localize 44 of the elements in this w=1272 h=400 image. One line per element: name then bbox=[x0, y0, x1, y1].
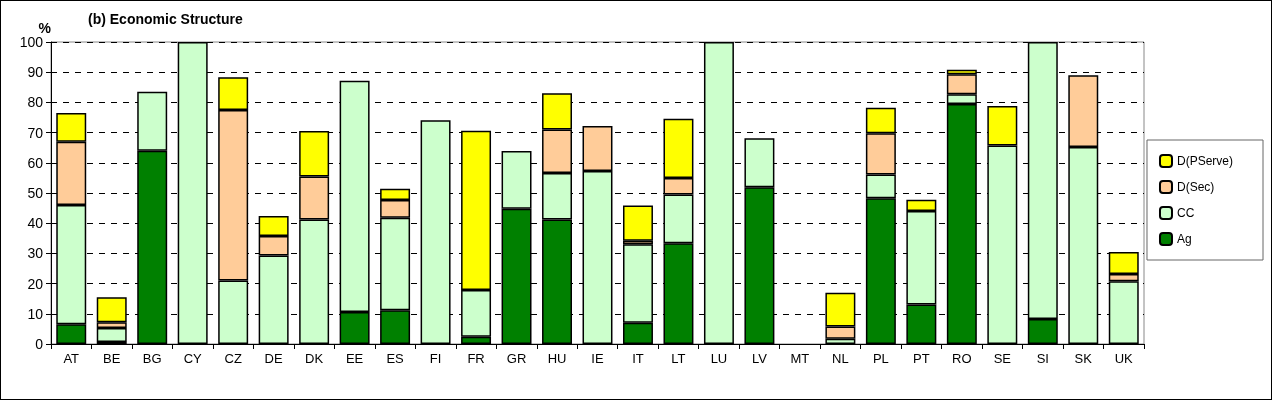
x-tick-label: SK bbox=[1074, 351, 1093, 366]
x-tick-label: FI bbox=[429, 351, 442, 366]
x-tick-label: NL bbox=[832, 351, 849, 366]
x-tick-label: LU bbox=[710, 351, 728, 366]
x-tick-label: ES bbox=[386, 351, 405, 366]
x-tick-label: BG bbox=[142, 351, 162, 366]
x-tick-label: IE bbox=[591, 351, 604, 366]
y-tick-label: 60 bbox=[27, 154, 44, 171]
x-tick-label: RO bbox=[952, 351, 972, 366]
x-tick-label: LT bbox=[671, 351, 686, 366]
x-tick-label: CY bbox=[183, 351, 203, 366]
y-tick-label: 0 bbox=[35, 336, 44, 352]
x-tick-label: IT bbox=[632, 351, 644, 366]
y-tick-label: 30 bbox=[27, 245, 44, 262]
x-tick-label: CZ bbox=[224, 351, 242, 366]
x-tick-label: PL bbox=[872, 351, 889, 366]
x-tick-label: UK bbox=[1114, 351, 1134, 366]
x-tick-label: SE bbox=[993, 351, 1012, 366]
y-tick-label: 90 bbox=[27, 64, 44, 81]
x-tick-label: DE bbox=[264, 351, 284, 366]
x-tick-label: PT bbox=[913, 351, 930, 366]
x-tick-label: HU bbox=[547, 351, 567, 366]
x-tick-label: MT bbox=[790, 351, 810, 366]
y-tick-label: 80 bbox=[27, 94, 44, 111]
y-tick-label: 10 bbox=[27, 305, 44, 322]
x-tick-label: AT bbox=[63, 351, 80, 366]
y-tick-label: 100 bbox=[19, 34, 44, 50]
x-tick-label: GR bbox=[506, 351, 527, 366]
y-tick-label: 70 bbox=[27, 124, 44, 141]
legend-label: Ag bbox=[1176, 232, 1192, 246]
y-tick-label: 50 bbox=[27, 185, 44, 201]
legend-label: CC bbox=[1176, 206, 1195, 220]
x-tick-label: EE bbox=[345, 351, 364, 366]
y-axis-title: % bbox=[38, 20, 52, 37]
x-tick-label: SI bbox=[1036, 351, 1049, 366]
x-tick-label: BE bbox=[103, 351, 121, 366]
y-tick-label: 40 bbox=[27, 215, 44, 232]
x-tick-label: FR bbox=[467, 351, 485, 366]
chart-title: (b) Economic Structure bbox=[88, 11, 244, 27]
x-tick-label: DK bbox=[305, 351, 324, 366]
x-tick-label: LV bbox=[751, 351, 768, 366]
y-tick-label: 20 bbox=[27, 275, 44, 292]
legend-label: D(Sec) bbox=[1176, 180, 1215, 194]
legend-label: D(PServe) bbox=[1176, 154, 1234, 168]
